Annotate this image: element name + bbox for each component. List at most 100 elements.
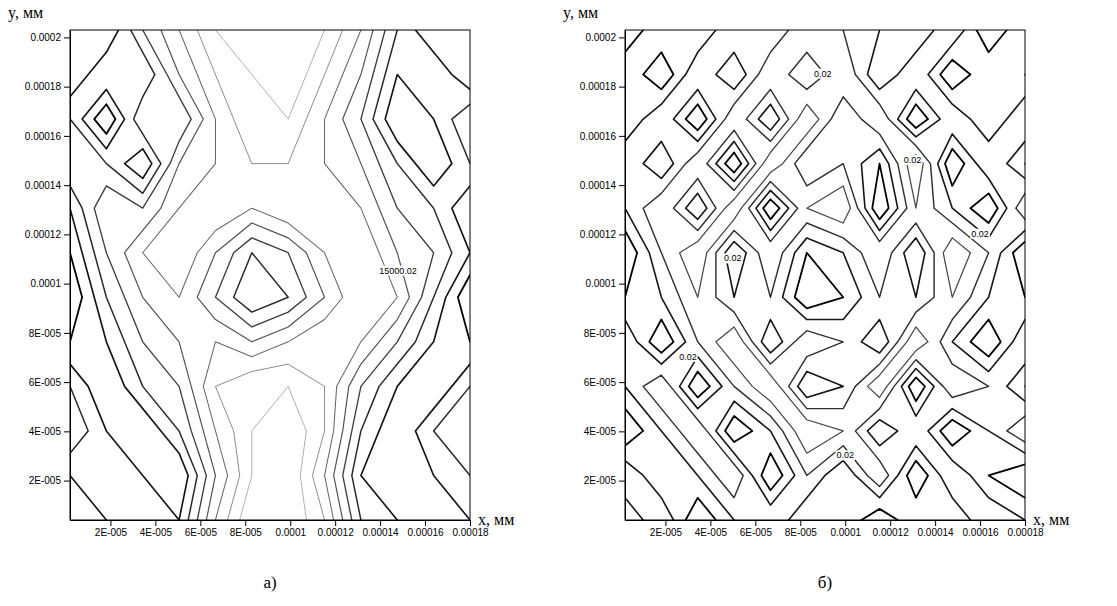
panel-title: а) bbox=[263, 573, 276, 592]
tick: 4E-005 bbox=[29, 426, 70, 437]
annotations: 15000.02 bbox=[378, 266, 418, 276]
panel: 2E-005 4E-005 6E-005 8E-005 0.0001 0.00012 0.0… bbox=[8, 4, 514, 542]
tick-mark bbox=[335, 520, 336, 526]
tick-label: 0.00016 bbox=[25, 131, 62, 142]
contour-line bbox=[70, 30, 470, 520]
y-axis: 2E-0054E-0056E-0058E-0050.00010.000120.0… bbox=[580, 31, 626, 521]
tick: 6E-005 bbox=[29, 377, 70, 388]
tick-label: 4E-005 bbox=[29, 426, 62, 437]
tick-mark bbox=[665, 520, 666, 526]
figure: 2E-005 4E-005 6E-005 8E-005 0.0001 0.00012 0.0… bbox=[0, 0, 1117, 606]
tick-mark bbox=[755, 520, 756, 526]
tick-label: 0.00018 bbox=[25, 81, 62, 92]
tick-mark bbox=[245, 520, 246, 526]
tick-mark bbox=[64, 382, 70, 383]
tick-label: 4E-005 bbox=[584, 426, 617, 437]
tick-label: 0.00014 bbox=[25, 180, 62, 191]
annotations: 0.020.020.020.020.020.02 bbox=[678, 69, 990, 461]
tick-mark bbox=[64, 284, 70, 285]
plot-frame bbox=[70, 30, 470, 520]
tick-mark bbox=[64, 87, 70, 88]
tick-label: 0.00018 bbox=[452, 527, 489, 538]
tick: 8E-005 bbox=[785, 520, 818, 538]
tick-mark bbox=[64, 136, 70, 137]
tick: 0.0001 bbox=[585, 278, 625, 289]
tick: 0.0002 bbox=[30, 32, 70, 43]
axis-title: y, мм bbox=[563, 4, 598, 22]
tick: 0.00012 bbox=[25, 229, 70, 240]
contour-line bbox=[70, 104, 470, 520]
tick: 0.00018 bbox=[580, 81, 625, 92]
tick: 0.0001 bbox=[830, 520, 861, 538]
y-axis: 2E-0054E-0056E-0058E-0050.00010.000120.0… bbox=[25, 31, 71, 521]
tick-label: 0.0001 bbox=[585, 278, 616, 289]
tick-label: 0.00012 bbox=[25, 229, 62, 240]
tick-mark bbox=[619, 87, 625, 88]
label-patch bbox=[723, 253, 743, 263]
axis-line bbox=[625, 31, 626, 521]
tick: 0.00014 bbox=[25, 180, 70, 191]
tick: 0.00012 bbox=[873, 520, 910, 538]
tick-mark bbox=[619, 481, 625, 482]
plot-frame bbox=[625, 30, 1025, 520]
tick: 0.0001 bbox=[30, 278, 70, 289]
tick-mark bbox=[619, 333, 625, 334]
label-patch bbox=[678, 352, 698, 362]
tick: 0.00014 bbox=[363, 520, 400, 538]
tick-mark bbox=[64, 333, 70, 334]
tick-label: 2E-005 bbox=[29, 475, 62, 486]
tick-label: 6E-005 bbox=[740, 527, 773, 538]
tick: 4E-005 bbox=[140, 520, 173, 538]
tick: 8E-005 bbox=[584, 328, 625, 339]
tick-mark bbox=[845, 520, 846, 526]
tick-mark bbox=[155, 520, 156, 526]
tick-mark bbox=[200, 520, 201, 526]
tick-mark bbox=[64, 481, 70, 482]
tick-mark bbox=[64, 37, 70, 38]
tick: 2E-005 bbox=[584, 475, 625, 486]
tick-label: 6E-005 bbox=[185, 527, 218, 538]
tick-label: 2E-005 bbox=[584, 475, 617, 486]
tick-label: 0.00014 bbox=[918, 527, 955, 538]
tick: 0.00012 bbox=[580, 229, 625, 240]
x-axis: 2E-005 4E-005 6E-005 8E-005 0.0001 0.00012 0.0… bbox=[71, 520, 490, 538]
tick-mark bbox=[64, 234, 70, 235]
label-patch bbox=[813, 69, 833, 79]
tick-label: 0.00012 bbox=[318, 527, 355, 538]
tick-mark bbox=[619, 382, 625, 383]
tick-label: 0.0001 bbox=[30, 278, 61, 289]
contour-line bbox=[625, 30, 1025, 520]
tick: 2E-005 bbox=[95, 520, 128, 538]
tick-label: 0.0001 bbox=[830, 527, 861, 538]
contour-line bbox=[70, 30, 470, 520]
contour-label: 0.02 bbox=[836, 450, 854, 460]
tick-label: 4E-005 bbox=[140, 527, 173, 538]
tick: 0.00016 bbox=[25, 131, 70, 142]
tick: 6E-005 bbox=[740, 520, 773, 538]
tick-mark bbox=[935, 520, 936, 526]
tick-label: 6E-005 bbox=[29, 377, 62, 388]
tick-label: 0.00016 bbox=[962, 527, 999, 538]
tick-label: 2E-005 bbox=[95, 527, 128, 538]
tick-mark bbox=[619, 136, 625, 137]
tick-label: 0.0002 bbox=[585, 32, 616, 43]
axis-line bbox=[626, 520, 1026, 521]
tick-mark bbox=[1025, 520, 1026, 526]
tick-mark bbox=[800, 520, 801, 526]
panel-title: б) bbox=[818, 573, 832, 592]
contour-line bbox=[70, 30, 470, 520]
label-patch bbox=[378, 266, 418, 276]
tick: 0.00016 bbox=[580, 131, 625, 142]
contour-line bbox=[625, 30, 1025, 520]
tick-label: 0.00018 bbox=[1007, 527, 1044, 538]
axis-title: x, мм bbox=[1033, 511, 1069, 528]
tick-mark bbox=[619, 37, 625, 38]
tick-label: 0.00014 bbox=[363, 527, 400, 538]
tick: 8E-005 bbox=[230, 520, 263, 538]
contour-line bbox=[70, 30, 470, 520]
contour-line bbox=[625, 30, 1025, 520]
tick-label: 0.0001 bbox=[275, 527, 306, 538]
tick-mark bbox=[619, 284, 625, 285]
tick: 0.00016 bbox=[407, 520, 444, 538]
tick: 0.00014 bbox=[918, 520, 955, 538]
